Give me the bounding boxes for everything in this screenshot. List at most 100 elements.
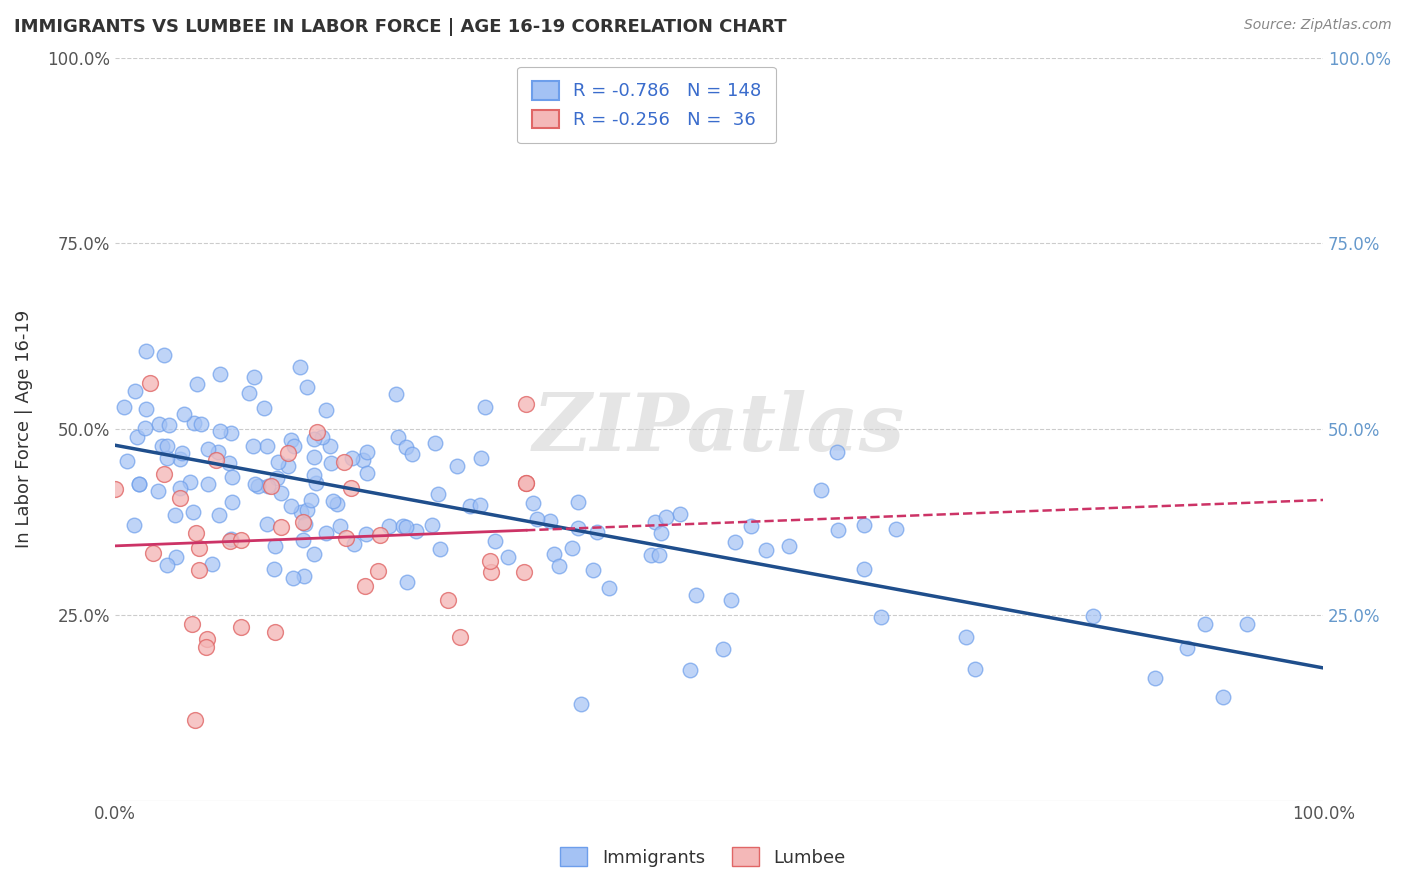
Point (315, 403, 337, 417)
Point (385, 387, 408, 401)
Point (263, 539, 285, 553)
Point (474, 400, 496, 414)
Point (229, 533, 252, 547)
Point (277, 445, 299, 459)
Point (142, 546, 165, 560)
Point (343, 537, 366, 551)
Point (195, 640, 218, 655)
Point (270, 485, 292, 500)
Point (124, 384, 146, 399)
Point (280, 500, 302, 514)
Point (290, 360, 312, 375)
Point (246, 479, 269, 493)
Point (778, 539, 800, 553)
Point (515, 475, 537, 490)
Point (263, 625, 285, 640)
Point (128, 476, 150, 491)
Point (569, 697, 592, 711)
Point (669, 507, 692, 521)
Point (302, 450, 325, 465)
Point (260, 479, 283, 493)
Point (387, 430, 409, 444)
Point (179, 475, 201, 490)
Point (825, 444, 848, 458)
Point (870, 610, 893, 624)
Point (157, 418, 180, 433)
Text: ZIPatlas: ZIPatlas (533, 391, 905, 468)
Point (156, 440, 179, 454)
Point (197, 442, 219, 456)
Point (304, 432, 326, 446)
Y-axis label: In Labor Force | Age 16-19: In Labor Force | Age 16-19 (15, 310, 32, 549)
Point (181, 505, 204, 519)
Point (852, 518, 875, 533)
Point (332, 455, 354, 469)
Point (342, 450, 364, 465)
Point (392, 519, 415, 533)
Point (146, 484, 169, 499)
Point (810, 483, 832, 498)
Point (104, 482, 127, 496)
Point (163, 508, 186, 522)
Point (598, 581, 620, 595)
Point (479, 554, 502, 568)
Point (538, 514, 561, 528)
Point (352, 452, 374, 467)
Point (266, 471, 288, 485)
Point (326, 497, 349, 511)
Point (423, 436, 446, 450)
Point (219, 532, 242, 546)
Point (685, 588, 707, 602)
Point (515, 397, 537, 411)
Point (1194, 617, 1216, 632)
Point (322, 493, 344, 508)
Point (115, 453, 138, 467)
Point (315, 526, 337, 541)
Point (299, 493, 322, 508)
Point (405, 524, 427, 538)
Point (270, 520, 292, 534)
Point (173, 407, 195, 421)
Point (181, 617, 204, 632)
Point (367, 564, 389, 578)
Point (567, 521, 589, 535)
Point (281, 571, 304, 585)
Point (297, 502, 319, 516)
Point (755, 543, 778, 558)
Point (319, 439, 342, 453)
Point (356, 526, 378, 541)
Point (484, 534, 506, 549)
Point (304, 476, 326, 491)
Text: Source: ZipAtlas.com: Source: ZipAtlas.com (1244, 18, 1392, 32)
Point (186, 377, 208, 392)
Point (219, 425, 242, 440)
Point (153, 467, 176, 481)
Point (183, 417, 205, 431)
Point (498, 549, 520, 564)
Point (647, 548, 669, 562)
Point (184, 525, 207, 540)
Point (543, 547, 565, 561)
Point (201, 557, 224, 571)
Point (187, 541, 209, 556)
Point (277, 458, 299, 473)
Point (221, 469, 243, 483)
Point (513, 565, 536, 579)
Point (522, 495, 544, 509)
Point (114, 401, 136, 415)
Point (242, 439, 264, 453)
Point (263, 561, 285, 575)
Point (378, 518, 401, 533)
Point (446, 459, 468, 474)
Point (283, 439, 305, 453)
Point (884, 522, 907, 536)
Point (188, 563, 211, 577)
Point (153, 348, 176, 362)
Point (479, 565, 502, 579)
Point (207, 445, 229, 459)
Point (740, 519, 762, 533)
Point (853, 561, 876, 575)
Point (253, 401, 276, 415)
Point (582, 563, 605, 577)
Point (561, 541, 583, 555)
